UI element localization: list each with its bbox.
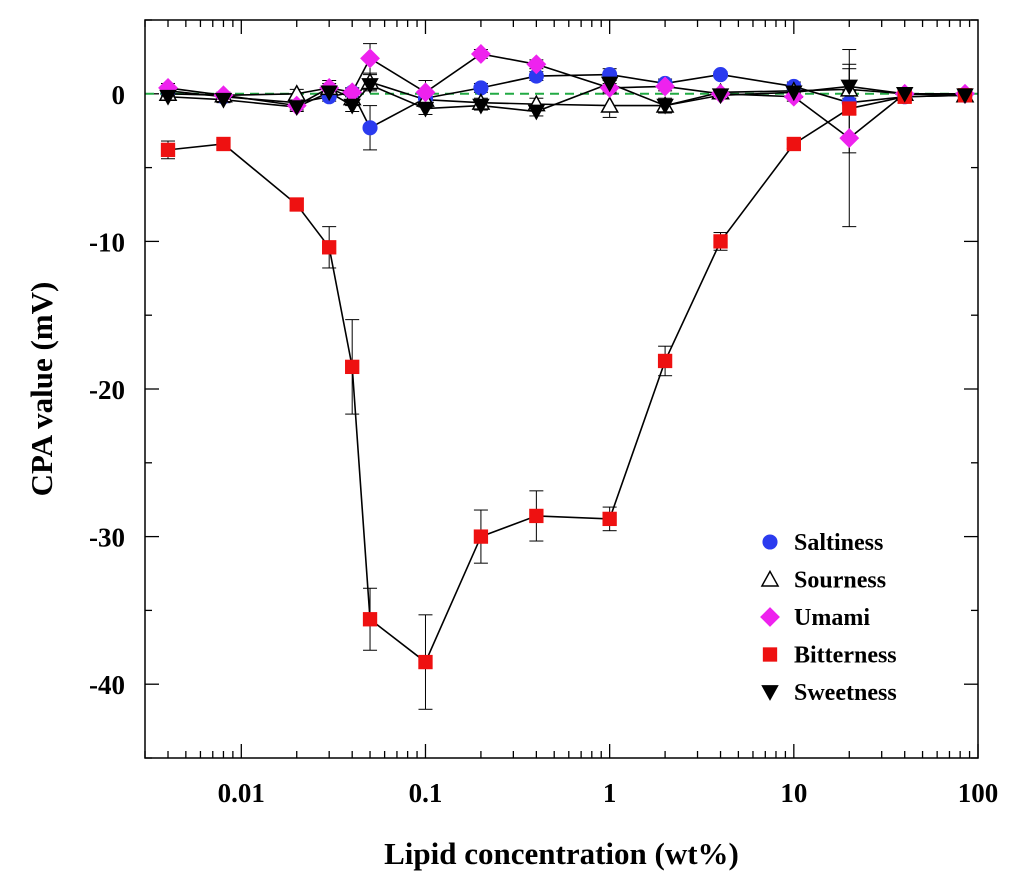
series-group [158,43,975,710]
data-point-sweetness [656,98,674,115]
data-point-sweetness [472,98,490,115]
data-point-sweetness [361,78,379,94]
series-line-umami [167,53,966,140]
legend-label-sweetness: Sweetness [794,680,897,706]
data-point-sweetness [288,100,306,116]
x-tick-label: 0.01 [218,778,265,808]
data-point-umami [526,54,547,75]
data-point-sourness [600,96,619,113]
y-axis-label: CPA value (mV) [24,282,59,497]
data-point-sweetness [895,86,914,103]
data-point-bitterness [842,101,857,116]
legend-marker-bitterness [762,647,778,662]
data-point-sweetness [343,98,361,115]
data-point-sweetness [956,88,974,105]
x-tick-label: 10 [780,778,807,808]
markers-bitterness [160,88,973,670]
data-point-bitterness [322,240,337,255]
series-line-bitterness [167,94,966,664]
legend-label-bitterness: Bitterness [794,643,897,669]
legend-label-saltiness: Saltiness [794,530,883,556]
data-point-bitterness [786,136,801,152]
data-point-sweetness [600,76,619,93]
data-point-bitterness [418,654,433,670]
data-point-sweetness [320,85,338,102]
data-point-bitterness [473,529,489,544]
legend: Saltiness Sourness Umami Bitterness Sweetnes… [760,530,897,706]
data-point-bitterness [289,197,304,212]
data-point-umami [655,76,676,97]
x-axis-label: Lipid concentration (wt%) [384,836,739,871]
data-point-sweetness [785,85,803,102]
data-point-sweetness [527,104,546,121]
data-point-umami [415,82,436,103]
data-point-saltiness [473,80,489,96]
data-point-sweetness [214,92,233,109]
data-point-bitterness [713,234,728,249]
y-tick-label: 0 [112,80,126,110]
data-point-bitterness [345,359,360,375]
data-point-bitterness [216,136,231,152]
x-tick-labels: 0.01 0.1 1 10 100 [218,778,999,808]
data-point-umami [839,128,860,149]
y-tick-label: -10 [89,227,125,257]
x-tick-label: 1 [603,778,617,808]
data-point-bitterness [362,612,378,627]
data-point-bitterness [529,508,544,524]
markers-sweetness [159,76,974,121]
y-tick-label: -30 [89,523,125,553]
x-tick-label: 100 [958,778,999,808]
data-point-umami [470,44,491,64]
legend-marker-saltiness [762,534,778,550]
data-point-bitterness [657,353,673,369]
data-point-bitterness [160,142,176,158]
data-point-bitterness [602,511,617,527]
data-point-sweetness [711,88,730,105]
data-point-saltiness [362,120,378,136]
legend-label-umami: Umami [794,605,870,631]
series-line-sweetness [167,82,966,113]
plot-frame [144,19,979,759]
x-tick-label: 0.1 [409,778,443,808]
legend-marker-sweetness [761,685,779,701]
y-tick-label: -20 [89,375,125,405]
plot-ticks [144,19,979,759]
data-point-sweetness [159,89,177,106]
legend-label-sourness: Sourness [794,568,886,594]
data-point-saltiness [712,67,729,83]
y-tick-labels: 0 -10 -20 -30 -40 [89,80,125,700]
legend-marker-sourness [760,569,780,587]
legend-marker-umami [760,607,780,627]
data-point-sweetness [416,101,435,118]
data-point-sweetness [840,79,859,96]
data-point-umami [360,48,380,69]
y-tick-label: -40 [89,670,125,700]
